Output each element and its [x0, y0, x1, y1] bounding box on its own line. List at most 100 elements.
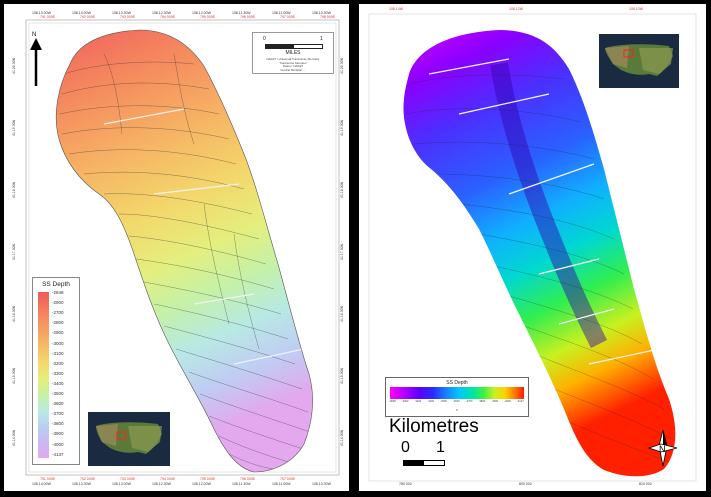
right-coord-label: 41.15.30N — [340, 367, 344, 384]
legend-ss-depth-left: SS Depth -2848 -2900 -2700 -2800 -2900 -3000 -… — [32, 277, 80, 465]
top-utm-label: 796 000E — [240, 15, 255, 19]
legend-tick: -3200 — [52, 360, 64, 366]
top-utm-label: 793 000E — [120, 15, 135, 19]
legend-tick: -2900 — [52, 300, 64, 306]
bottom-utm-label: 792 000E — [80, 477, 95, 481]
legend-color-bar — [38, 292, 49, 458]
top-utm-label: 791 000E — [40, 15, 55, 19]
left-coord-label: 41.20.30N — [12, 57, 16, 74]
legend-tick: -3800 — [478, 400, 486, 403]
left-coord-label: 41.16.30N — [12, 305, 16, 322]
top-utm-label: 794 000E — [160, 15, 175, 19]
legend-tick: -3900 — [491, 400, 499, 403]
right-map-panel: SS Depth -2848 -3000 -3200 -3400 -3500 -3600 -… — [359, 4, 706, 491]
legend-tick: -4000 — [504, 400, 511, 403]
legend-tick: -3600 — [52, 401, 64, 407]
legend-tick: -4137 — [517, 400, 524, 403]
bottom-coord-label: 108.10.30W — [312, 482, 331, 486]
right-coord-label: 41.18.30N — [340, 181, 344, 198]
legend-tick: -3500 — [52, 391, 64, 396]
scale-one: 1 — [320, 36, 323, 42]
legend-ss-depth-right: SS Depth -2848 -3000 -3200 -3400 -3500 -3600 -… — [385, 377, 529, 417]
top-coord-label: 108.10.30W — [312, 11, 331, 15]
right-coord-label: 41.16.30N — [340, 305, 344, 322]
scale-zero: 0 — [263, 36, 266, 42]
top-utm-label: 798 000E — [320, 15, 335, 19]
legend-color-bar — [390, 387, 524, 399]
left-coord-label: 41.17.30N — [12, 243, 16, 260]
left-coord-label: 41.15.30N — [12, 367, 16, 384]
legend-tick: -4000 — [52, 441, 64, 447]
legend-tick: -3600 — [453, 400, 460, 403]
legend-title: SS Depth — [42, 281, 70, 288]
left-coord-label: 41.18.30N — [12, 181, 16, 198]
bottom-utm-label: 794 000E — [160, 477, 175, 481]
bottom-coord-label: 108.13.30W — [72, 482, 91, 486]
legend-tick: -2848 — [52, 290, 64, 295]
top-coord-label: 108.13.30W — [112, 11, 131, 15]
top-coord-label: 108.11.30W — [232, 11, 251, 15]
legend-tick: -3800 — [52, 421, 64, 427]
legend-unit: ft — [456, 408, 458, 412]
scale-title: Kilometres — [389, 416, 479, 437]
bottom-coord-label: 108.11.00W — [272, 482, 291, 486]
scale-bar — [403, 460, 445, 466]
top-utm-label: 797 000E — [280, 15, 295, 19]
bottom-coord-label: 108.14.00W — [32, 482, 51, 486]
legend-tick: -3400 — [52, 380, 64, 386]
north-arrow-icon — [30, 38, 42, 86]
top-coord-label: 108.14W — [389, 7, 404, 11]
scale-zero: 0 — [401, 439, 410, 456]
bottom-utm-label: 796 000E — [240, 477, 255, 481]
legend-tick: -3500 — [440, 400, 447, 403]
top-coord-label: 108.11.00W — [272, 11, 291, 15]
top-coord-label: 108.12.00W — [192, 11, 211, 15]
legend-tick: -3100 — [52, 350, 64, 356]
right-depth-map — [368, 13, 697, 482]
top-coord-label: 108.12.30W — [152, 11, 171, 15]
bottom-utm-label: 791 000E — [40, 477, 55, 481]
left-coord-label: 41.14.30N — [12, 429, 16, 446]
projection-line: NAD27 / Universal Transverse Mercator — [266, 57, 320, 61]
left-map-panel: N 0 1 MILES NAD27 / Universal Transverse… — [4, 4, 349, 491]
legend-tick: -3700 — [465, 400, 473, 403]
right-coord-label: 41.19.30N — [340, 119, 344, 136]
legend-title: SS Depth — [446, 380, 468, 386]
top-coord-label: 108.12W — [509, 7, 524, 11]
legend-tick: -2700 — [52, 310, 64, 316]
legend-tick: -3000 — [401, 400, 409, 403]
compass-n-label: N — [659, 444, 666, 454]
projection-line: Datum: NAD27 — [282, 64, 304, 69]
bottom-coord-label: 108.11.30W — [232, 482, 251, 486]
bottom-utm-label: 795 000E — [200, 477, 215, 481]
right-coord-label: 41.17.30N — [340, 243, 344, 260]
bottom-coord-label: 800 000 — [519, 482, 532, 486]
projection-info: NAD27 / Universal Transverse Mercator Tr… — [255, 57, 331, 72]
scale-one: 1 — [436, 439, 445, 456]
legend-tick: -3700 — [52, 411, 64, 417]
top-coord-label: 108.13.00W — [32, 11, 51, 15]
top-coord-label: 108.14.00W — [72, 11, 91, 15]
bottom-coord-label: 108.12.30W — [152, 482, 171, 486]
bottom-utm-label: 797 000E — [280, 477, 295, 481]
legend-tick: -3900 — [52, 431, 64, 437]
top-utm-label: 795 000E — [200, 15, 215, 19]
legend-tick: -2800 — [52, 320, 64, 326]
right-coord-label: 41.14.30N — [340, 429, 344, 446]
bottom-coord-label: 810 000 — [639, 482, 652, 486]
compass-rose-icon: N — [647, 429, 678, 467]
scale-unit: MILES — [285, 50, 301, 56]
legend-tick: -3400 — [427, 400, 435, 403]
top-coord-label: 108.10W — [629, 7, 644, 11]
scale-box: 0 1 MILES NAD27 / Universal Transverse M… — [252, 32, 334, 74]
bottom-utm-label: 793 000E — [120, 477, 135, 481]
inset-usa-map — [599, 34, 679, 88]
scale-bar — [265, 44, 323, 49]
bottom-coord-label: 780 000 — [399, 482, 412, 486]
north-label: N — [32, 32, 37, 38]
top-utm-label: 792 000E — [80, 15, 95, 19]
legend-tick: -3000 — [52, 340, 64, 346]
legend-tick: -2900 — [52, 330, 64, 336]
legend-tick: -2848 — [389, 400, 396, 403]
bottom-coord-label: 108.12.00W — [192, 482, 211, 486]
